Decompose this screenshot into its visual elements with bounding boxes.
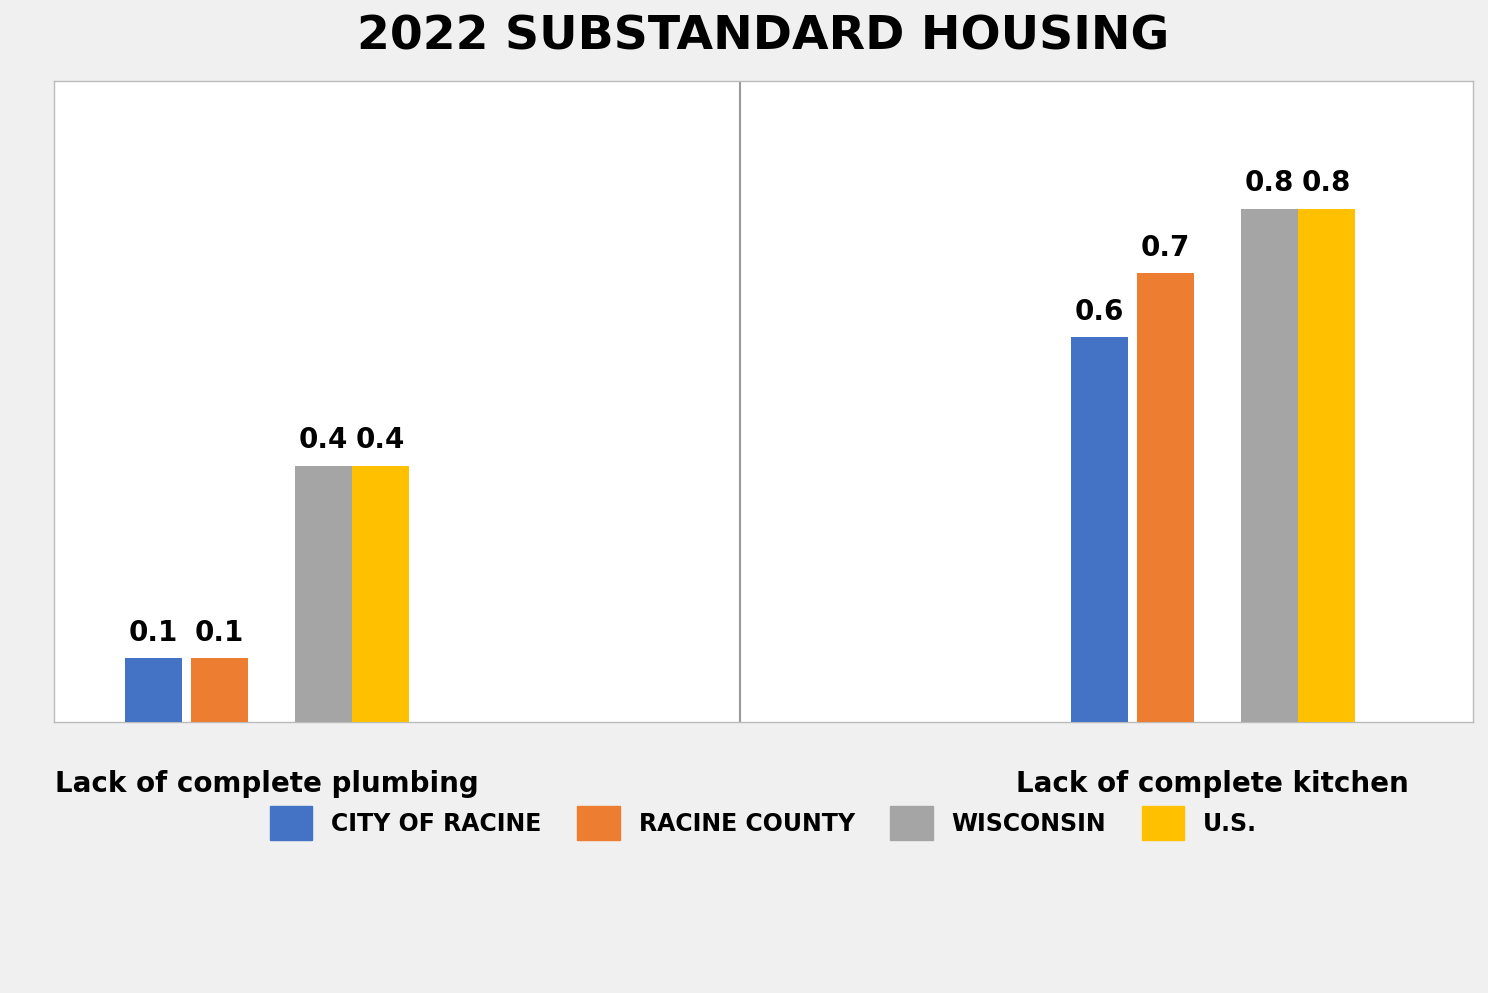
Bar <box>1137 273 1193 722</box>
Legend: CITY OF RACINE, RACINE COUNTY, WISCONSIN, U.S.: CITY OF RACINE, RACINE COUNTY, WISCONSIN… <box>259 794 1269 852</box>
Bar <box>351 466 409 722</box>
Text: 0.6: 0.6 <box>1074 298 1123 326</box>
Bar <box>295 466 351 722</box>
Text: 0.8: 0.8 <box>1302 170 1351 198</box>
Text: 0.4: 0.4 <box>356 426 405 454</box>
Text: 0.7: 0.7 <box>1141 233 1190 261</box>
Title: 2022 SUBSTANDARD HOUSING: 2022 SUBSTANDARD HOUSING <box>357 15 1170 60</box>
Text: Lack of complete plumbing: Lack of complete plumbing <box>55 771 479 798</box>
Text: 0.8: 0.8 <box>1245 170 1295 198</box>
Bar <box>125 658 182 722</box>
Bar <box>1241 209 1298 722</box>
Text: Lack of complete kitchen: Lack of complete kitchen <box>1016 771 1409 798</box>
Bar <box>1071 338 1128 722</box>
Text: 0.1: 0.1 <box>128 619 179 646</box>
Bar <box>190 658 248 722</box>
Bar <box>1298 209 1354 722</box>
Text: 0.4: 0.4 <box>299 426 348 454</box>
Text: 0.1: 0.1 <box>195 619 244 646</box>
